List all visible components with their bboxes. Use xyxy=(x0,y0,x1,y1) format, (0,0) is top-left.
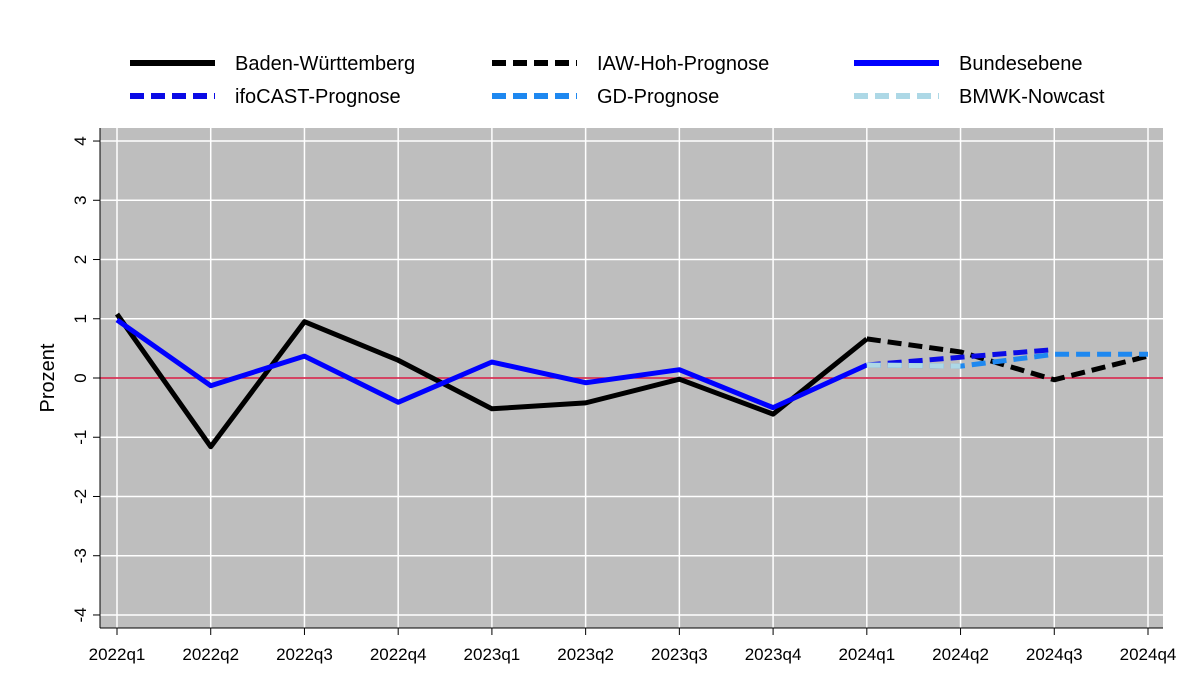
series-line xyxy=(866,362,961,369)
x-tick-label: 2023q3 xyxy=(651,645,708,664)
y-tick-label: -2 xyxy=(71,489,90,504)
x-tick-label: 2022q4 xyxy=(370,645,427,664)
series-line xyxy=(866,347,1055,368)
legend-label: IAW-Hoh-Prognose xyxy=(597,53,769,75)
x-tick-label: 2023q2 xyxy=(557,645,614,664)
y-tick-label: -1 xyxy=(71,430,90,445)
legend-label: Bundesebene xyxy=(959,53,1082,75)
x-tick-label: 2022q2 xyxy=(182,645,239,664)
legend-label: Baden-Württemberg xyxy=(235,53,415,75)
y-tick-label: 4 xyxy=(71,136,90,145)
x-tick-label: 2022q1 xyxy=(89,645,146,664)
y-axis-label: Prozent xyxy=(37,343,59,412)
y-tick-label: 3 xyxy=(71,196,90,205)
legend-label: ifoCAST-Prognose xyxy=(235,86,401,108)
y-tick-label: -4 xyxy=(71,607,90,622)
series-line xyxy=(114,312,869,450)
y-tick-label: 2 xyxy=(71,255,90,264)
series-line xyxy=(866,336,1149,383)
y-tick-label: 1 xyxy=(71,314,90,323)
y-tick-label: 0 xyxy=(71,373,90,382)
x-tick-label: 2024q4 xyxy=(1120,645,1177,664)
x-tick-label: 2024q2 xyxy=(932,645,989,664)
x-tick-label: 2022q3 xyxy=(276,645,333,664)
x-tick-label: 2024q1 xyxy=(838,645,895,664)
series-line xyxy=(115,317,868,411)
x-tick-label: 2024q3 xyxy=(1026,645,1083,664)
x-tick-label: 2023q1 xyxy=(464,645,521,664)
legend-label: BMWK-Nowcast xyxy=(959,86,1105,108)
legend-label: GD-Prognose xyxy=(597,86,719,108)
y-tick-label: -3 xyxy=(71,548,90,563)
x-tick-label: 2023q4 xyxy=(745,645,802,664)
